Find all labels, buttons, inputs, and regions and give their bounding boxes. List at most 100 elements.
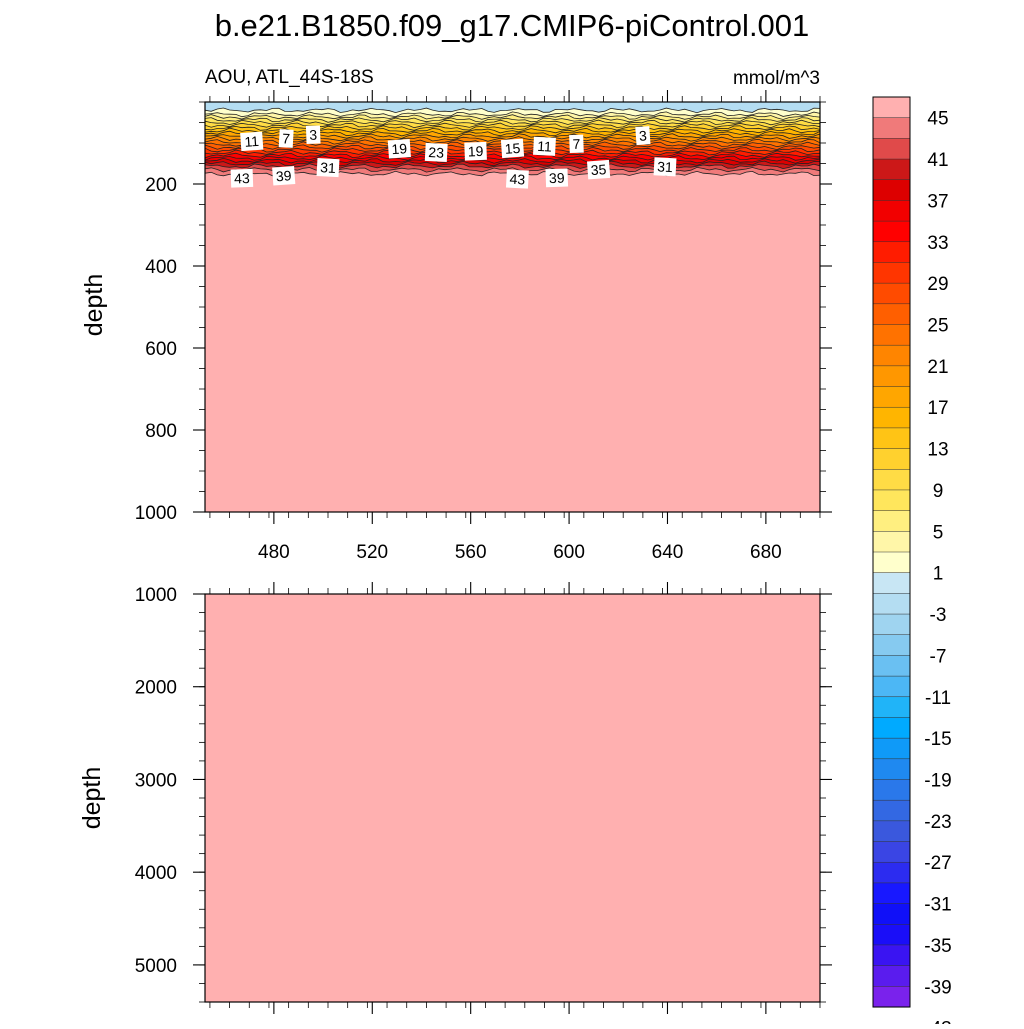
contour-label-box (230, 168, 254, 188)
contour-label-text: 31 (657, 158, 674, 175)
variable-label: AOU, ATL_44S-18S (205, 67, 374, 88)
colorbar-box (872, 448, 911, 470)
colorbar-box (872, 469, 911, 491)
colorbar-box (872, 861, 911, 884)
bottom-panel: 1000 2000 3000 4000 5000 (135, 582, 832, 1014)
contour-label-box (424, 142, 448, 162)
contour-label-box (278, 129, 294, 148)
contour-label-box (305, 125, 321, 145)
colorbar-box (872, 427, 911, 450)
top-y-tick-label: 200 (145, 175, 177, 196)
contour-band (205, 133, 820, 142)
colorbar-box (872, 572, 911, 594)
contour-label-box (240, 131, 264, 152)
contour-label: 3 (635, 126, 651, 146)
colorbar-box (872, 303, 911, 326)
contour-band (205, 108, 820, 117)
contour-label: 39 (272, 166, 296, 186)
contour-label: 19 (464, 141, 487, 161)
colorbar-box (872, 924, 911, 946)
colorbar-box (872, 324, 911, 346)
colorbar-label: 17 (927, 398, 948, 419)
contour-band (205, 158, 820, 166)
contour-label: 11 (533, 136, 556, 156)
contour-label: 7 (569, 134, 584, 154)
colorbar-label: 33 (927, 233, 948, 254)
colorbar-box (872, 551, 911, 574)
top-x-tick-label: 640 (652, 542, 684, 563)
contour-line (204, 111, 821, 118)
bottom-y-tick-label: 2000 (135, 678, 177, 699)
contour-band (205, 131, 820, 139)
top-x-tick-label: 480 (258, 542, 290, 563)
contour-label-box (500, 138, 525, 159)
colorbar-label: -31 (924, 895, 951, 916)
colorbar-box (872, 820, 911, 843)
colorbar-box (872, 282, 911, 305)
contour-label-text: 7 (282, 130, 291, 146)
bottom-y-tick-label: 4000 (135, 863, 177, 884)
contour-label: 31 (316, 158, 340, 178)
contour-band (205, 128, 820, 136)
colorbar-box (872, 655, 911, 677)
top-x-tick-label: 560 (455, 542, 487, 563)
bottom-y-tick-label: 5000 (135, 956, 177, 977)
bottom-y-tick-label: 3000 (135, 770, 177, 791)
contour-label-box (653, 157, 677, 177)
colorbar-box (872, 200, 911, 222)
contour-line (204, 119, 821, 126)
contour-line (204, 160, 821, 167)
colorbar-label: 41 (927, 150, 948, 171)
contour-label: 23 (424, 142, 448, 162)
contour-label-text: 11 (244, 133, 260, 150)
contour-label: 43 (230, 168, 254, 188)
contour-line (204, 117, 821, 123)
colorbar-label: 13 (927, 440, 948, 461)
contour-label-box (272, 166, 296, 186)
colorbar-box (872, 675, 911, 698)
colorbar-box (872, 96, 911, 119)
colorbar-box (872, 386, 911, 408)
y-axis-label-bottom: depth (78, 767, 106, 830)
top-x-tick-label: 600 (553, 542, 585, 563)
colorbar-box (872, 944, 911, 967)
colorbar-box (872, 986, 911, 1008)
contour-line (204, 107, 821, 114)
contour-band (205, 155, 820, 164)
top-x-tick-label: 520 (356, 542, 388, 563)
colorbar-label: 45 (927, 109, 948, 130)
contour-line (204, 163, 821, 170)
colorbar-box (872, 634, 911, 656)
colorbar-label: -23 (924, 812, 951, 833)
colorbar-label: -7 (930, 646, 947, 667)
top-x-tick-label: 680 (750, 542, 782, 563)
contour-band (205, 102, 820, 113)
contour-label: 31 (653, 157, 677, 177)
top-y-tick-label: 400 (145, 257, 177, 278)
contour-label-text: 11 (537, 138, 553, 155)
colorbar-label: 25 (927, 316, 948, 337)
contour-label-box (533, 136, 556, 156)
colorbar-box (872, 737, 911, 760)
contour-line (204, 122, 821, 129)
contour-label: 43 (505, 169, 529, 189)
contour-line (204, 166, 821, 173)
contour-label-box (586, 159, 611, 180)
colorbar-box (872, 779, 911, 801)
y-axis-label-top: depth (80, 274, 108, 337)
contour-line (204, 155, 821, 161)
colorbar-label: -35 (924, 936, 951, 957)
units-label: mmol/m^3 (733, 68, 820, 89)
colorbar-label: 21 (927, 357, 948, 378)
colorbar-box (872, 117, 911, 139)
colorbar-box (872, 262, 911, 284)
colorbar-box (872, 179, 911, 201)
colorbar-label: 1 (933, 564, 944, 585)
colorbar-box (872, 344, 911, 367)
colorbar-box (872, 138, 911, 160)
top-y-tick-label: 800 (145, 421, 177, 442)
colorbar-box (872, 365, 911, 388)
